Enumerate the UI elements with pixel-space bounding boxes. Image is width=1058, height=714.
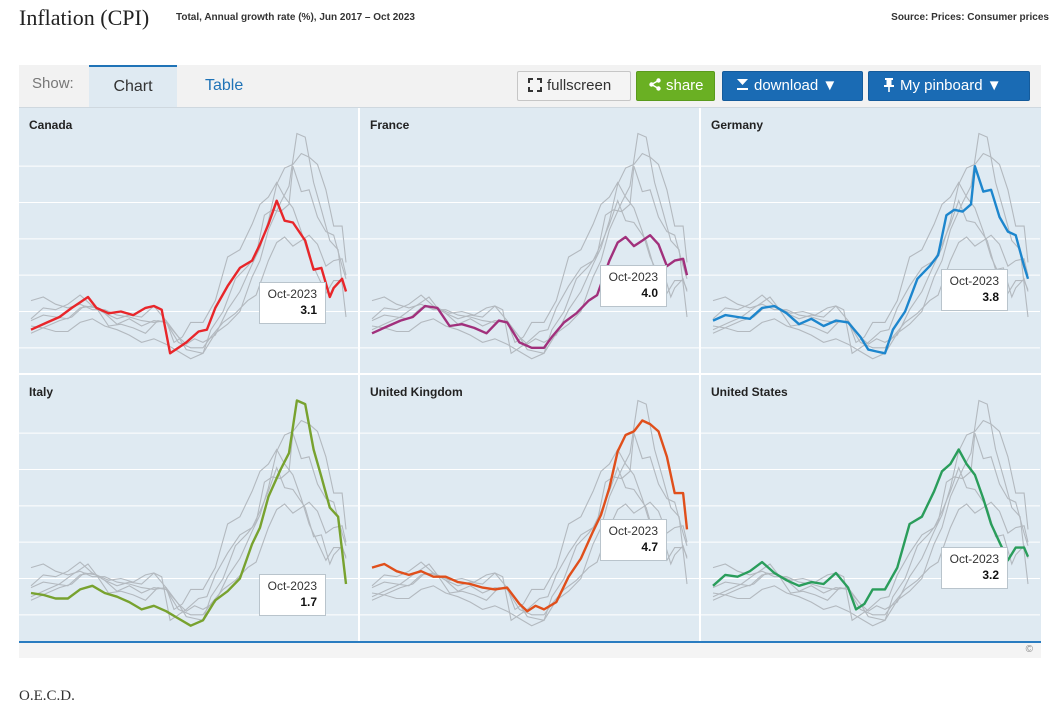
panel-united-kingdom: United Kingdom Oct-2023 4.7: [360, 375, 699, 640]
panel-united-states: United States Oct-2023 3.2: [701, 375, 1040, 640]
share-icon: [649, 72, 661, 100]
tooltip-date: Oct-2023: [267, 286, 317, 301]
comparison-line-italy: [371, 399, 688, 627]
panel-title: France: [370, 118, 410, 132]
tooltip-value: 3.1: [300, 302, 317, 317]
panel-plot: [19, 399, 358, 627]
panel-title: United States: [711, 385, 788, 399]
panel-canada: Canada Oct-2023 3.1: [19, 108, 358, 373]
series-line-canada[interactable]: [30, 199, 348, 355]
toolbar: Show: Chart Table fullscreen share: [19, 65, 1041, 108]
chart-bottom-strip: ©: [19, 643, 1041, 658]
comparison-line-united-states: [30, 448, 347, 611]
comparison-line-united-kingdom: [712, 152, 1029, 345]
panel-italy: Italy Oct-2023 1.7: [19, 375, 358, 640]
tooltip-date: Oct-2023: [949, 551, 999, 566]
page-title: Inflation (CPI): [19, 5, 150, 30]
panel-divider: [19, 373, 1041, 375]
panel-title: Italy: [29, 385, 54, 399]
share-button[interactable]: share: [636, 71, 715, 101]
source-label: Source: Prices: Consumer prices: [891, 12, 1049, 23]
comparison-line-canada: [371, 199, 688, 355]
panel-plot: [701, 132, 1040, 360]
comparison-line-italy: [30, 132, 347, 360]
panel-plot: [360, 399, 699, 627]
tooltip-date: Oct-2023: [267, 578, 317, 593]
comparison-line-united-kingdom: [712, 419, 1029, 612]
comparison-line-italy: [371, 132, 688, 360]
panel-germany: Germany Oct-2023 3.8: [701, 108, 1040, 373]
comparison-line-united-states: [712, 181, 1029, 344]
tooltip-date: Oct-2023: [949, 273, 999, 288]
chart-subtitle: Total, Annual growth rate (%), Jun 2017 …: [176, 12, 415, 23]
tab-chart[interactable]: Chart: [89, 65, 177, 107]
comparison-line-canada: [712, 199, 1029, 355]
value-tooltip: Oct-2023 3.1: [259, 281, 326, 324]
tab-table[interactable]: Table: [205, 77, 244, 94]
tooltip-value: 3.2: [982, 567, 999, 582]
value-tooltip: Oct-2023 1.7: [259, 573, 326, 616]
tooltip-value: 3.8: [982, 289, 999, 304]
chart-panels: Canada Oct-2023 3.1 France Oct-2023 4.0 Germ…: [19, 108, 1041, 658]
comparison-line-italy: [712, 399, 1029, 627]
fullscreen-icon: [528, 72, 542, 100]
comparison-line-united-kingdom: [30, 152, 347, 345]
panel-plot: [360, 132, 699, 360]
tooltip-date: Oct-2023: [608, 524, 658, 539]
download-label: download ▼: [754, 77, 838, 94]
panel-france: France Oct-2023 4.0: [360, 108, 699, 373]
series-line-germany[interactable]: [712, 165, 1030, 355]
series-line-france[interactable]: [371, 233, 689, 350]
header: Inflation (CPI) Total, Annual growth rat…: [19, 0, 1049, 40]
value-tooltip: Oct-2023 4.7: [600, 519, 667, 562]
comparison-line-united-kingdom: [371, 152, 688, 345]
share-label: share: [666, 77, 704, 94]
panel-plot: [19, 132, 358, 360]
pinboard-label: My pinboard ▼: [900, 77, 1002, 94]
chart-bottom-border: [19, 641, 1041, 643]
show-label: Show:: [32, 75, 74, 92]
download-icon: [736, 72, 749, 100]
download-button[interactable]: download ▼: [722, 71, 863, 101]
tooltip-date: Oct-2023: [608, 270, 658, 285]
panel-plot: [701, 399, 1040, 627]
copyright-label: ©: [1025, 644, 1033, 655]
panel-title: Germany: [711, 118, 764, 132]
fullscreen-button[interactable]: fullscreen: [517, 71, 631, 101]
footer-credit: O.E.C.D.: [19, 688, 75, 704]
pin-icon: [883, 72, 895, 100]
comparison-line-united-states: [371, 181, 688, 344]
panel-title: United Kingdom: [370, 385, 463, 399]
series-line-united-states[interactable]: [712, 448, 1030, 611]
series-line-united-kingdom[interactable]: [371, 419, 689, 613]
comparison-line-italy: [712, 132, 1029, 360]
value-tooltip: Oct-2023 3.8: [941, 268, 1008, 311]
chart-widget: Show: Chart Table fullscreen share: [19, 65, 1041, 658]
tooltip-value: 4.0: [641, 286, 658, 301]
pinboard-button[interactable]: My pinboard ▼: [868, 71, 1030, 101]
series-line-italy[interactable]: [30, 399, 348, 627]
panel-title: Canada: [29, 118, 73, 132]
comparison-line-canada: [30, 466, 347, 622]
panel-divider: [699, 108, 701, 658]
value-tooltip: Oct-2023 4.0: [600, 265, 667, 308]
value-tooltip: Oct-2023 3.2: [941, 546, 1008, 589]
tooltip-value: 4.7: [641, 540, 658, 555]
fullscreen-label: fullscreen: [547, 77, 612, 94]
panel-divider: [358, 108, 360, 658]
tooltip-value: 1.7: [300, 594, 317, 609]
